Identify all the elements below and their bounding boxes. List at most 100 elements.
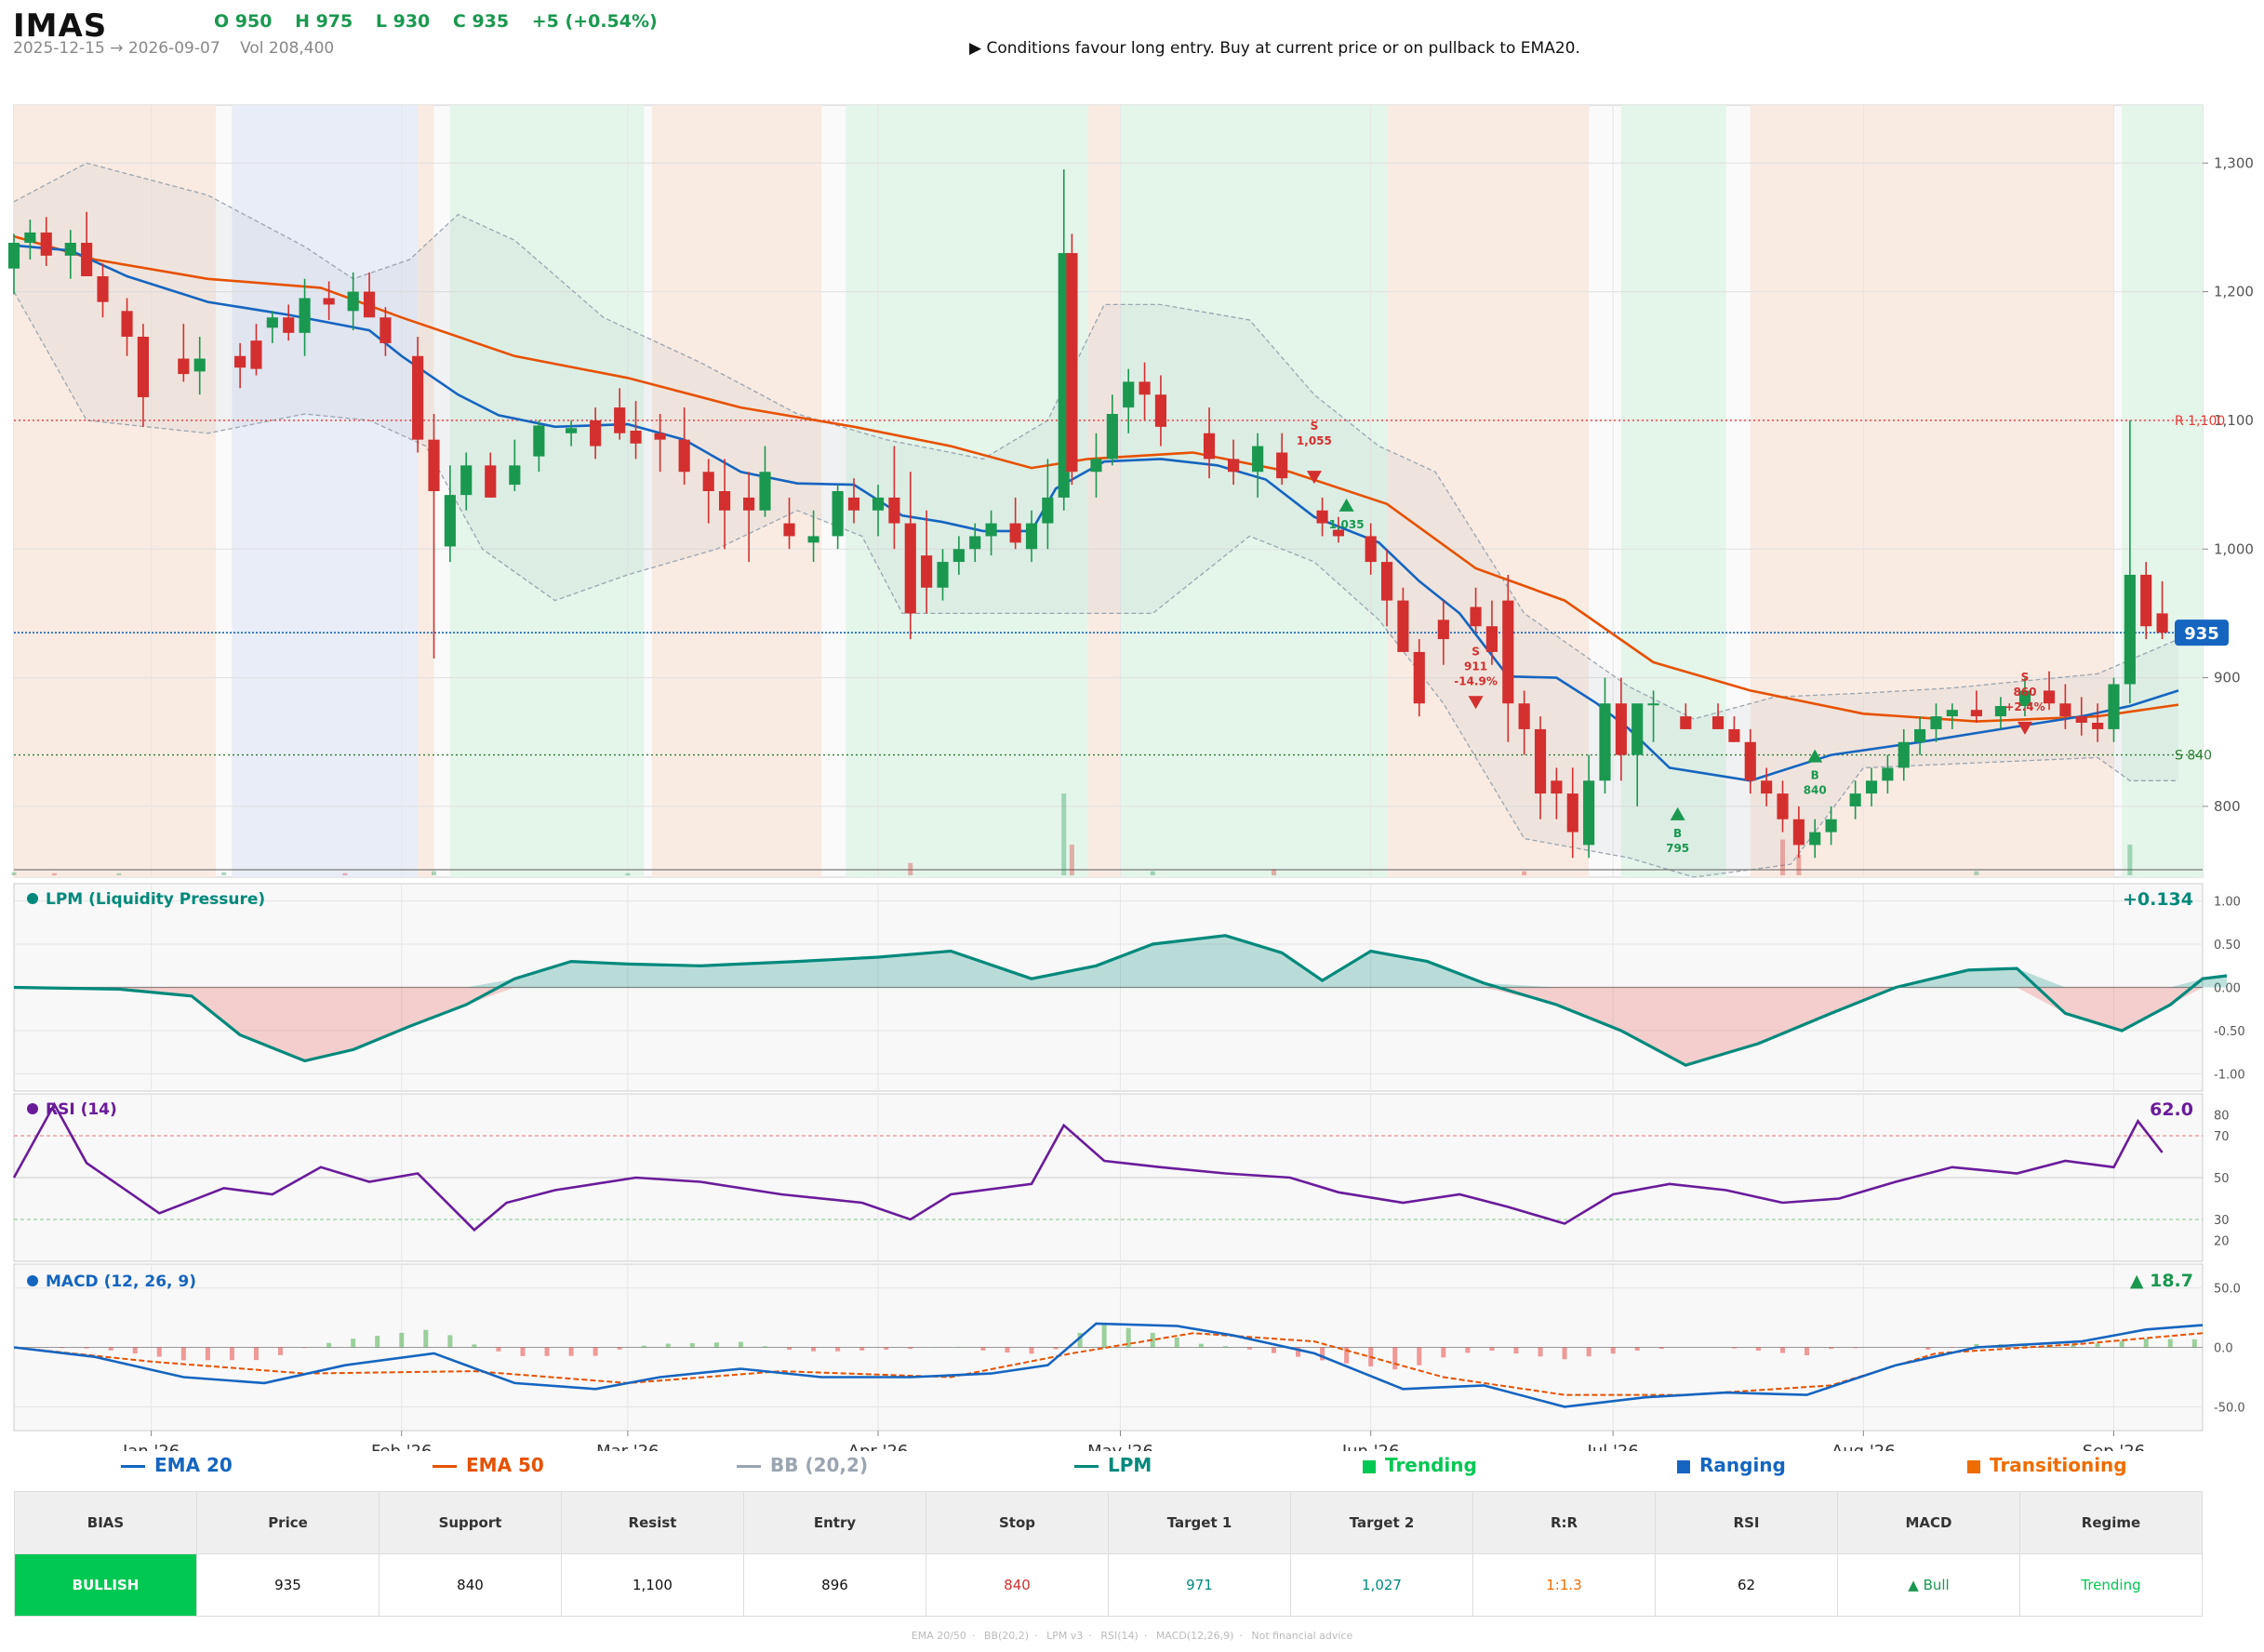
macd-histogram-bar xyxy=(1925,1347,1931,1350)
lpm-dot-icon xyxy=(27,893,38,904)
summary-header-price: Price xyxy=(196,1491,380,1554)
macd-histogram-bar xyxy=(859,1347,865,1351)
candle-body xyxy=(1914,728,1926,742)
macd-histogram-bar xyxy=(1513,1347,1519,1354)
summary-macd: ▲ Bull xyxy=(1837,1553,2020,1617)
bias-badge: BULLISH xyxy=(14,1553,197,1617)
macd-histogram-bar xyxy=(1222,1346,1228,1348)
legend-ema50[interactable]: EMA 50 xyxy=(433,1454,544,1476)
candle-body xyxy=(323,298,335,305)
volume-bar xyxy=(1069,845,1074,875)
candle-body xyxy=(832,491,844,537)
sell-signal-marker xyxy=(1306,471,1322,485)
macd-histogram-bar xyxy=(762,1346,767,1348)
macd-histogram-bar xyxy=(811,1347,817,1352)
footer-item: MACD(12,26,9) xyxy=(1155,1630,1234,1642)
volume-bar xyxy=(2127,845,2133,875)
candle-body xyxy=(1025,523,1038,550)
macd-line xyxy=(13,1322,2204,1408)
lpm-panel-title: LPM (Liquidity Pressure) xyxy=(46,890,265,909)
legend-ranging[interactable]: Ranging xyxy=(1677,1454,1786,1476)
candle-body xyxy=(1898,741,1910,768)
macd-panel-title: MACD (12, 26, 9) xyxy=(46,1272,196,1291)
trade-summary-table: BIAS Price Support Resist Entry Stop Tar… xyxy=(14,1491,2203,1617)
candle-body xyxy=(1994,706,2007,717)
macd-histogram-bar xyxy=(1005,1347,1010,1353)
candle-body xyxy=(590,420,602,446)
bollinger-band-fill xyxy=(14,163,2178,878)
lpm-negative-fill xyxy=(14,987,2228,1066)
legend-lpm[interactable]: LPM xyxy=(1074,1454,1152,1476)
macd-histogram-bar xyxy=(1634,1347,1640,1352)
x-tick-label: May '26 xyxy=(1087,1442,1153,1451)
legend-bb[interactable]: BB (20,2) xyxy=(737,1454,868,1476)
macd-histogram-bar xyxy=(835,1347,841,1352)
current-price-badge xyxy=(2175,620,2229,646)
sell-signal-label: S xyxy=(1311,420,1319,433)
macd-histogram-bar xyxy=(278,1347,284,1355)
legend-trending[interactable]: Trending xyxy=(1363,1454,1477,1476)
summary-header-rsi: RSI xyxy=(1655,1491,1838,1554)
volume-bar xyxy=(431,871,436,875)
candle-body xyxy=(1647,703,1659,706)
candle-body xyxy=(2075,716,2087,723)
candle-body xyxy=(193,358,206,372)
candle-body xyxy=(2059,703,2071,717)
volume-bar xyxy=(51,873,57,875)
candle-body xyxy=(1761,780,1773,794)
rsi-tick-label: 80 xyxy=(2214,1110,2230,1124)
volume-bar xyxy=(1150,871,1155,875)
sell-signal-marker xyxy=(1468,696,1484,710)
macd-histogram-bar xyxy=(689,1342,695,1348)
macd-histogram-bar xyxy=(1077,1332,1083,1348)
candle-body xyxy=(485,465,497,498)
buy-signal-marker xyxy=(1807,749,1823,763)
buy-signal-price: 795 xyxy=(1666,842,1689,855)
candle-body xyxy=(1228,459,1240,473)
summary-entry: 896 xyxy=(743,1553,926,1617)
ema20-line xyxy=(13,244,2179,782)
x-tick-label: Jan '26 xyxy=(122,1442,180,1451)
legend-ema20[interactable]: EMA 20 xyxy=(121,1454,233,1476)
macd-histogram-bar xyxy=(2191,1339,2197,1348)
macd-dot-icon xyxy=(27,1275,38,1286)
candle-body xyxy=(921,555,933,588)
candle-body xyxy=(1865,780,1878,794)
buy-signal-marker xyxy=(1670,806,1685,820)
candle-body xyxy=(2092,723,2104,729)
legend-transitioning[interactable]: Transitioning xyxy=(1967,1454,2127,1476)
sell-signal-price: 860 xyxy=(2013,686,2036,699)
rsi-dot-icon xyxy=(27,1103,38,1114)
regime-band-transitioning xyxy=(1087,105,1121,877)
candle-body xyxy=(1437,620,1449,640)
macd-histogram-bar xyxy=(1417,1347,1422,1366)
candle-body xyxy=(1365,536,1377,563)
footer-item: LPM v3 xyxy=(1046,1630,1084,1642)
legend-trending-label: Trending xyxy=(1385,1454,1477,1476)
candle-body xyxy=(24,232,36,244)
price-tick-label: 1,000 xyxy=(2214,540,2254,557)
ohlc-close: C 935 xyxy=(452,11,510,32)
chart-canvas[interactable]: 800 900 1,000 1,100 1,200 1,300 R 1,100 S 840 93… xyxy=(0,0,2264,1451)
candle-body xyxy=(1946,710,1958,717)
macd-histogram-bar xyxy=(84,1347,89,1349)
rsi-panel-title: RSI (14) xyxy=(46,1100,117,1119)
macd-histogram-bar xyxy=(1755,1347,1761,1352)
macd-histogram-bar xyxy=(2071,1344,2076,1348)
regime-band-trending xyxy=(449,105,645,877)
macd-histogram-bar xyxy=(2143,1339,2149,1348)
candle-body xyxy=(1123,381,1135,408)
summary-price: 935 xyxy=(196,1553,380,1617)
candle-body xyxy=(1792,819,1805,846)
candle-body xyxy=(347,291,359,312)
candle-body xyxy=(299,298,311,333)
volume-readout: Vol 208,400 xyxy=(240,39,335,58)
support-label: S 840 xyxy=(2175,749,2212,764)
candle-body xyxy=(1744,741,1756,781)
price-tick-label: 1,200 xyxy=(2214,284,2254,300)
macd-histogram-bar xyxy=(253,1347,259,1361)
candle-body xyxy=(678,439,690,473)
summary-support: 840 xyxy=(379,1553,562,1617)
sell-signal-label: S xyxy=(1472,645,1480,658)
candle-body xyxy=(872,497,885,511)
